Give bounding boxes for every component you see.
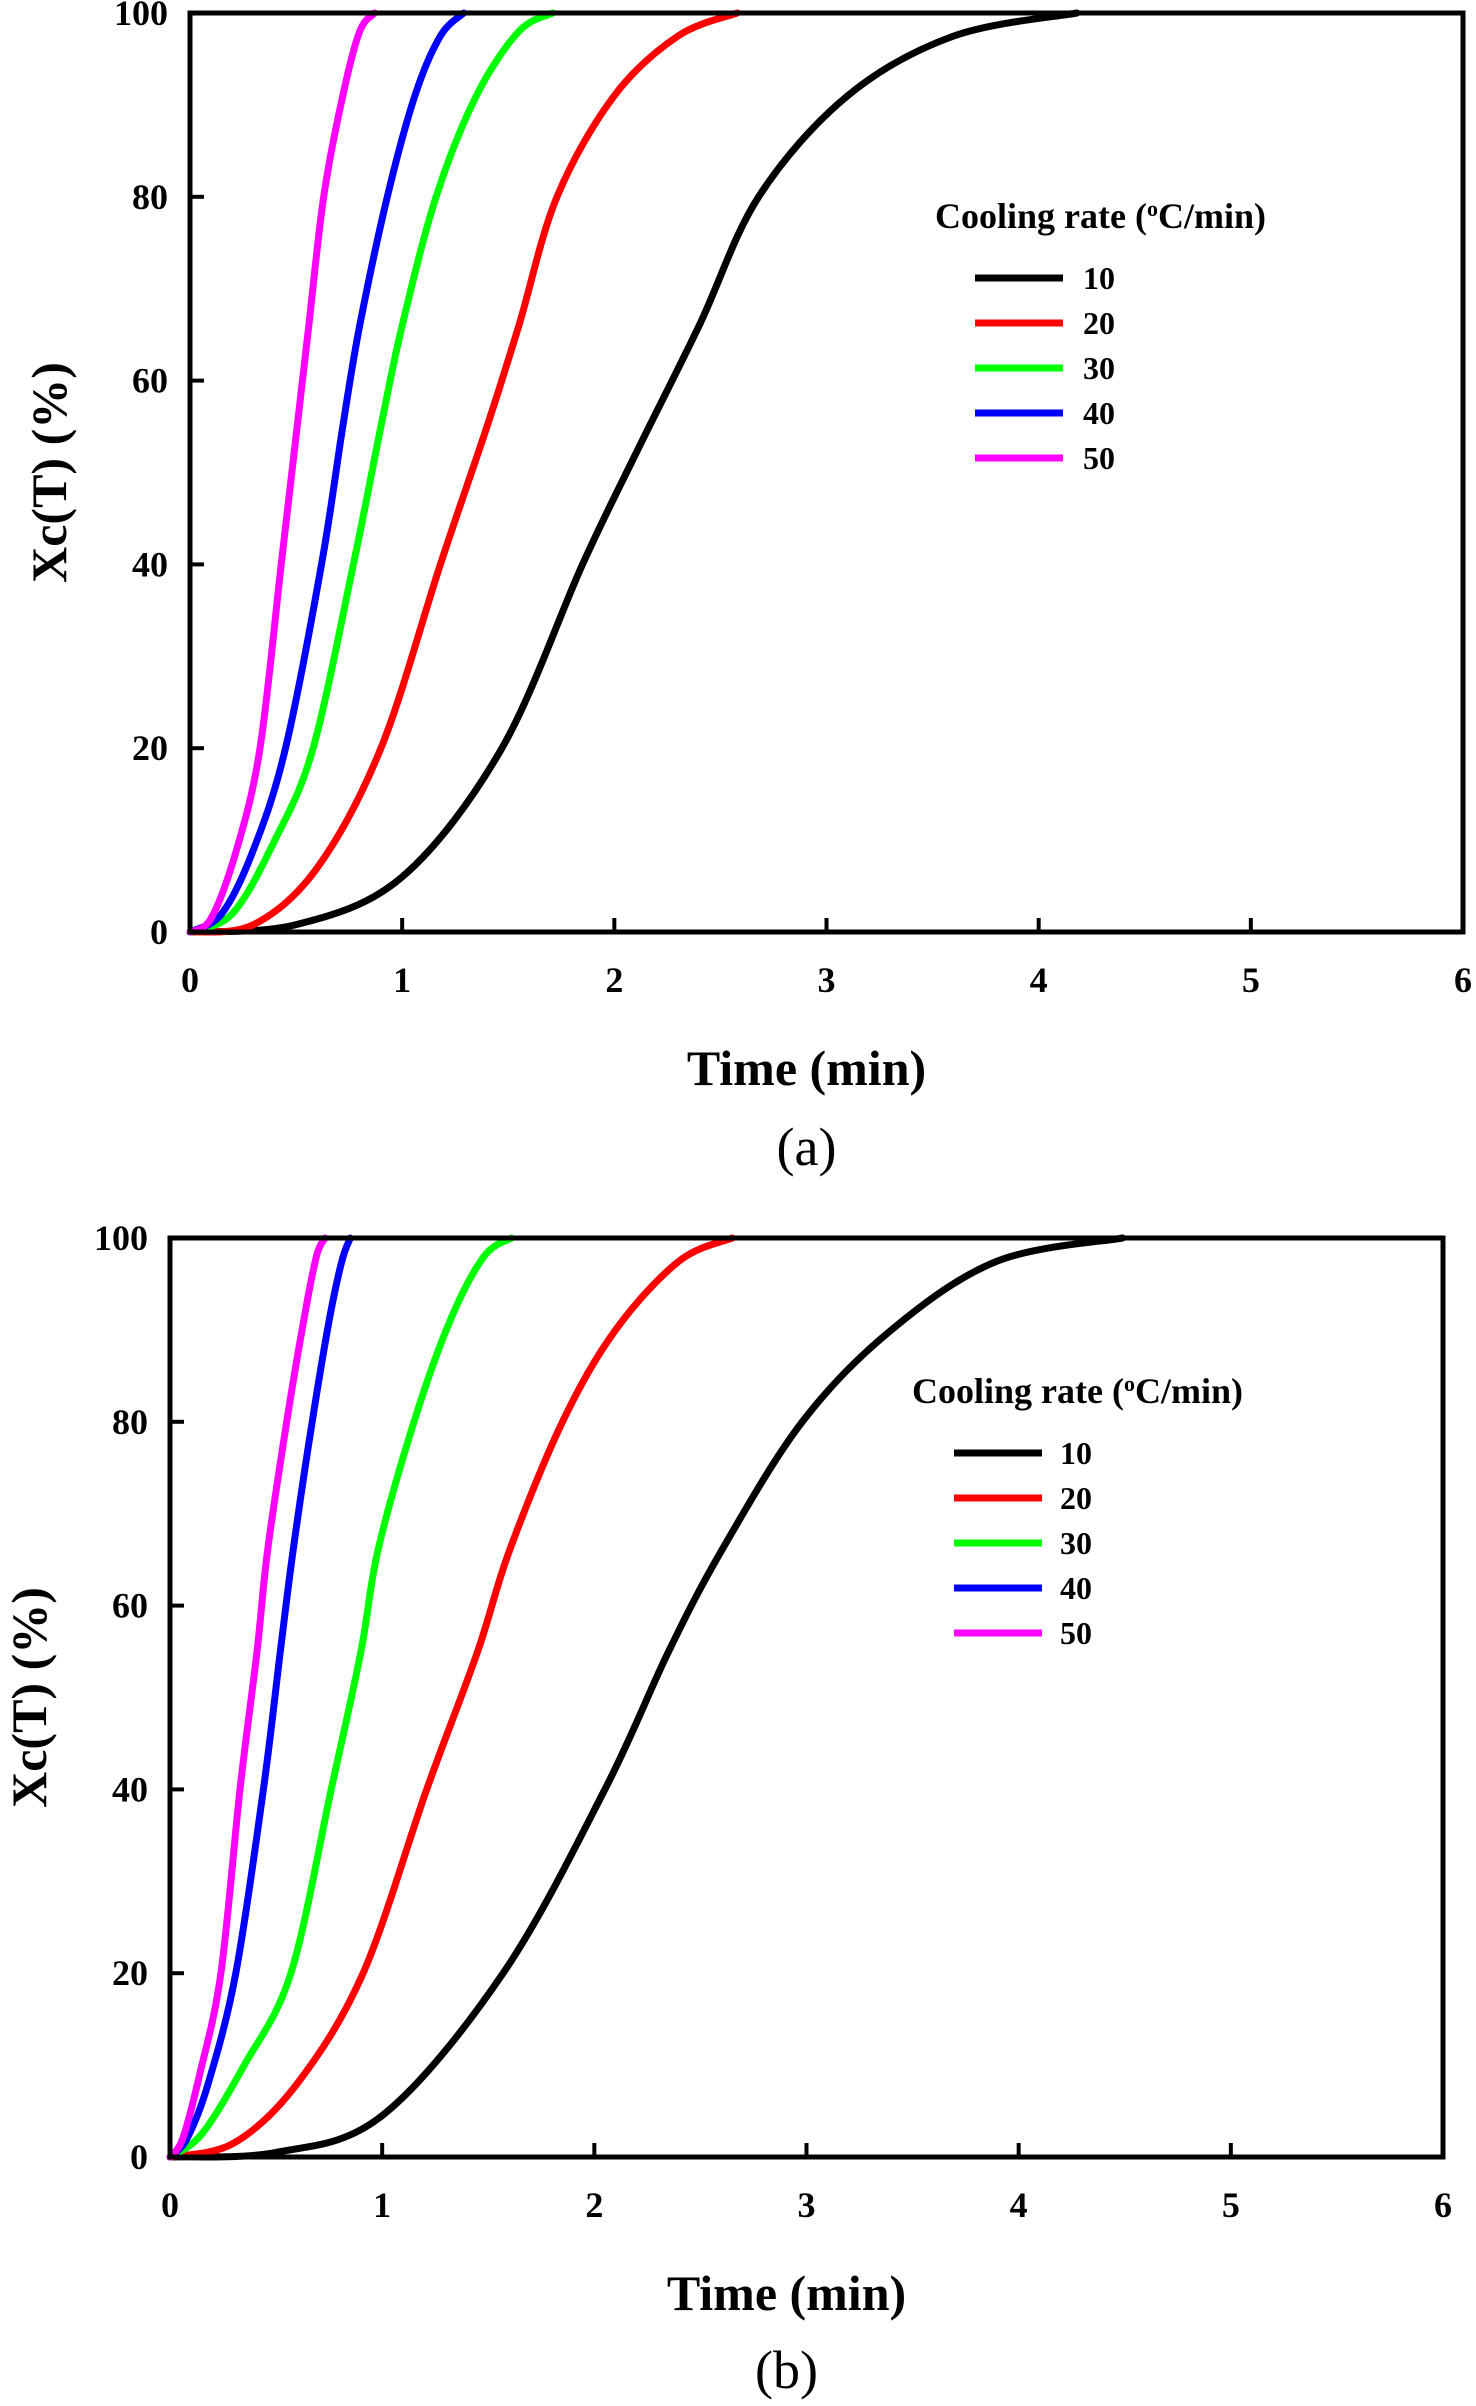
y-tick-label: 0 xyxy=(150,912,168,952)
legend-label: 20 xyxy=(1083,305,1115,341)
legend-item-10: 10 xyxy=(954,1435,1092,1471)
x-tick-label: 2 xyxy=(605,960,623,1000)
legend-title-part: C/min) xyxy=(1135,1371,1243,1411)
x-tick-label: 6 xyxy=(1454,960,1472,1000)
series-line-10 xyxy=(166,1234,1127,2161)
legend-item-20: 20 xyxy=(975,305,1115,341)
legend-title-part: C/min) xyxy=(1158,196,1266,236)
y-tick-label: 60 xyxy=(132,361,168,401)
legend-label: 50 xyxy=(1060,1615,1092,1651)
x-tick-label: 0 xyxy=(161,2185,179,2225)
degree-symbol: o xyxy=(1124,1371,1135,1396)
x-tick-label: 3 xyxy=(818,960,836,1000)
panel-caption: (b) xyxy=(755,2340,818,2400)
legend: Cooling rate (oC/min) 10 20 30 40 50 xyxy=(912,1371,1243,1652)
legend-item-40: 40 xyxy=(975,395,1115,431)
x-axis-label: Time (min) xyxy=(667,2265,906,2321)
series-group xyxy=(166,1234,1127,2161)
y-tick-label: 100 xyxy=(114,0,168,33)
legend-item-10: 10 xyxy=(975,260,1115,296)
legend-title-part: Cooling rate ( xyxy=(935,196,1147,236)
y-tick-label: 80 xyxy=(112,1402,148,1442)
x-tick-label: 4 xyxy=(1010,2185,1028,2225)
legend: Cooling rate (oC/min) 10 20 30 40 50 xyxy=(935,196,1266,477)
plot-frame xyxy=(167,1235,1446,2160)
degree-symbol: o xyxy=(1147,196,1158,221)
series-line-20 xyxy=(186,9,741,936)
series-line-40 xyxy=(166,1234,354,2161)
legend-item-50: 50 xyxy=(954,1615,1092,1651)
series-line-50 xyxy=(166,1234,329,2161)
x-tick-label: 1 xyxy=(393,960,411,1000)
legend-title-part: Cooling rate ( xyxy=(912,1371,1124,1411)
x-tick-label: 0 xyxy=(181,960,199,1000)
legend-label: 20 xyxy=(1060,1480,1092,1516)
legend-item-40: 40 xyxy=(954,1570,1092,1606)
y-tick-label: 60 xyxy=(112,1586,148,1626)
y-tick-label: 40 xyxy=(132,544,168,584)
legend-label: 40 xyxy=(1060,1570,1092,1606)
series-line-10 xyxy=(186,9,1081,936)
x-tick-label: 5 xyxy=(1222,2185,1240,2225)
legend-label: 50 xyxy=(1083,440,1115,476)
legend-title: Cooling rate (oC/min) xyxy=(912,1371,1243,1412)
x-tick-label: 6 xyxy=(1434,2185,1452,2225)
x-tick-label: 2 xyxy=(585,2185,603,2225)
legend-item-30: 30 xyxy=(975,350,1115,386)
legend-label: 10 xyxy=(1060,1435,1092,1471)
x-axis-label: Time (min) xyxy=(687,1040,926,1096)
series-group xyxy=(186,9,1081,936)
legend-item-30: 30 xyxy=(954,1525,1092,1561)
y-tick-label: 20 xyxy=(132,728,168,768)
y-tick-label: 100 xyxy=(94,1218,148,1258)
y-tick-label: 0 xyxy=(130,2137,148,2177)
series-line-40 xyxy=(186,9,468,936)
y-axis-label: Xc(T) (%) xyxy=(1,1587,57,1808)
x-tick-label: 4 xyxy=(1030,960,1048,1000)
legend-label: 30 xyxy=(1060,1525,1092,1561)
y-tick-label: 80 xyxy=(132,177,168,217)
legend-title: Cooling rate (oC/min) xyxy=(935,196,1266,237)
series-line-50 xyxy=(186,9,379,936)
series-line-20 xyxy=(166,1234,736,2161)
legend-label: 40 xyxy=(1083,395,1115,431)
x-tick-label: 5 xyxy=(1242,960,1260,1000)
panel-caption: (a) xyxy=(777,1117,837,1177)
legend-item-20: 20 xyxy=(954,1480,1092,1516)
x-tick-label: 1 xyxy=(373,2185,391,2225)
legend-label: 10 xyxy=(1083,260,1115,296)
series-line-30 xyxy=(186,9,557,936)
legend-item-50: 50 xyxy=(975,440,1115,476)
x-tick-label: 3 xyxy=(798,2185,816,2225)
legend-label: 30 xyxy=(1083,350,1115,386)
y-tick-label: 40 xyxy=(112,1769,148,1809)
series-line-30 xyxy=(166,1234,516,2161)
plot-frame xyxy=(187,10,1466,935)
y-axis-label: Xc(T) (%) xyxy=(21,362,77,583)
y-tick-label: 20 xyxy=(112,1953,148,1993)
